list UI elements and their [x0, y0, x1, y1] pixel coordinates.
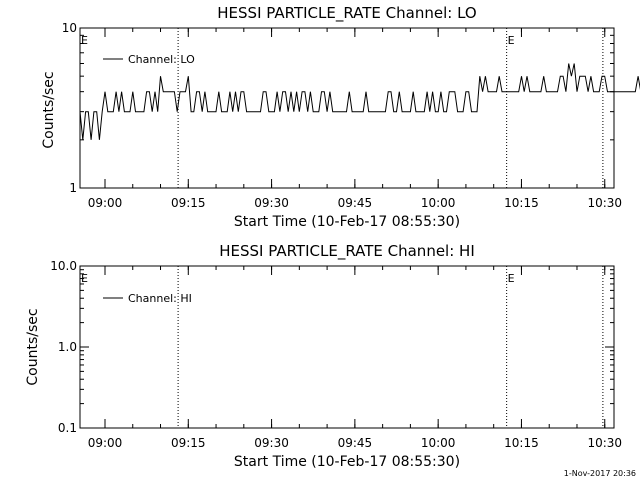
x-tick-label: 09:45: [338, 436, 373, 450]
panel-hi-plot-frame: [79, 265, 615, 429]
y-tick-label: 1: [69, 181, 77, 195]
eclipse-label: E: [508, 34, 515, 47]
eclipse-label: E: [81, 34, 88, 47]
panel-hi-x-axis-label: Start Time (10-Feb-17 08:55:30): [234, 454, 460, 470]
panel-hi-title: HESSI PARTICLE_RATE Channel: HI: [219, 242, 475, 261]
legend-label-lo: Channel: LO: [128, 53, 195, 66]
panel-lo-y-ticks: 1 10: [62, 21, 614, 195]
panel-hi-x-ticks: 09:00 09:15 09:30 09:45 10:00 10:15 10:30: [88, 266, 622, 450]
series-channel-lo-line: [79, 63, 640, 140]
y-tick-label: 10.0: [50, 259, 77, 273]
x-tick-label: 10:00: [421, 436, 456, 450]
x-tick-label: 09:15: [171, 436, 206, 450]
panel-lo: HESSI PARTICLE_RATE Channel: LO 1 10 09:0…: [41, 4, 640, 230]
eclipse-label: E: [508, 272, 515, 285]
x-tick-label: 10:30: [587, 436, 622, 450]
x-tick-label: 09:45: [338, 196, 373, 210]
x-tick-label: 09:15: [171, 196, 206, 210]
x-tick-label: 09:30: [254, 436, 289, 450]
panel-lo-y-axis-label: Counts/sec: [41, 71, 57, 148]
panel-lo-x-axis-label: Start Time (10-Feb-17 08:55:30): [234, 214, 460, 230]
footer-timestamp: 1-Nov-2017 20:36: [564, 469, 636, 478]
x-tick-label: 09:00: [88, 196, 123, 210]
eclipse-label: E: [81, 272, 88, 285]
x-tick-label: 09:00: [88, 436, 123, 450]
y-tick-label: 0.1: [58, 421, 77, 435]
y-tick-label: 10: [62, 21, 77, 35]
panel-hi-legend: Channel: HI: [103, 292, 192, 305]
panel-lo-x-ticks: 09:00 09:15 09:30 09:45 10:00 10:15 10:30: [88, 28, 622, 210]
legend-label-hi: Channel: HI: [128, 292, 192, 305]
x-tick-label: 10:15: [504, 436, 539, 450]
panel-lo-legend: Channel: LO: [103, 53, 195, 66]
panel-hi-y-axis-label: Counts/sec: [25, 308, 41, 385]
x-tick-label: 10:30: [587, 196, 622, 210]
panel-lo-plot-frame: [79, 27, 615, 189]
x-tick-label: 10:00: [421, 196, 456, 210]
panel-hi-y-ticks: 0.1 1.0 10.0: [50, 259, 614, 435]
panel-lo-title: HESSI PARTICLE_RATE Channel: LO: [217, 4, 476, 23]
y-tick-label: 1.0: [58, 340, 77, 354]
x-tick-label: 10:15: [504, 196, 539, 210]
panel-hi: HESSI PARTICLE_RATE Channel: HI 0.1 1.0 10…: [25, 242, 622, 470]
x-tick-label: 09:30: [254, 196, 289, 210]
